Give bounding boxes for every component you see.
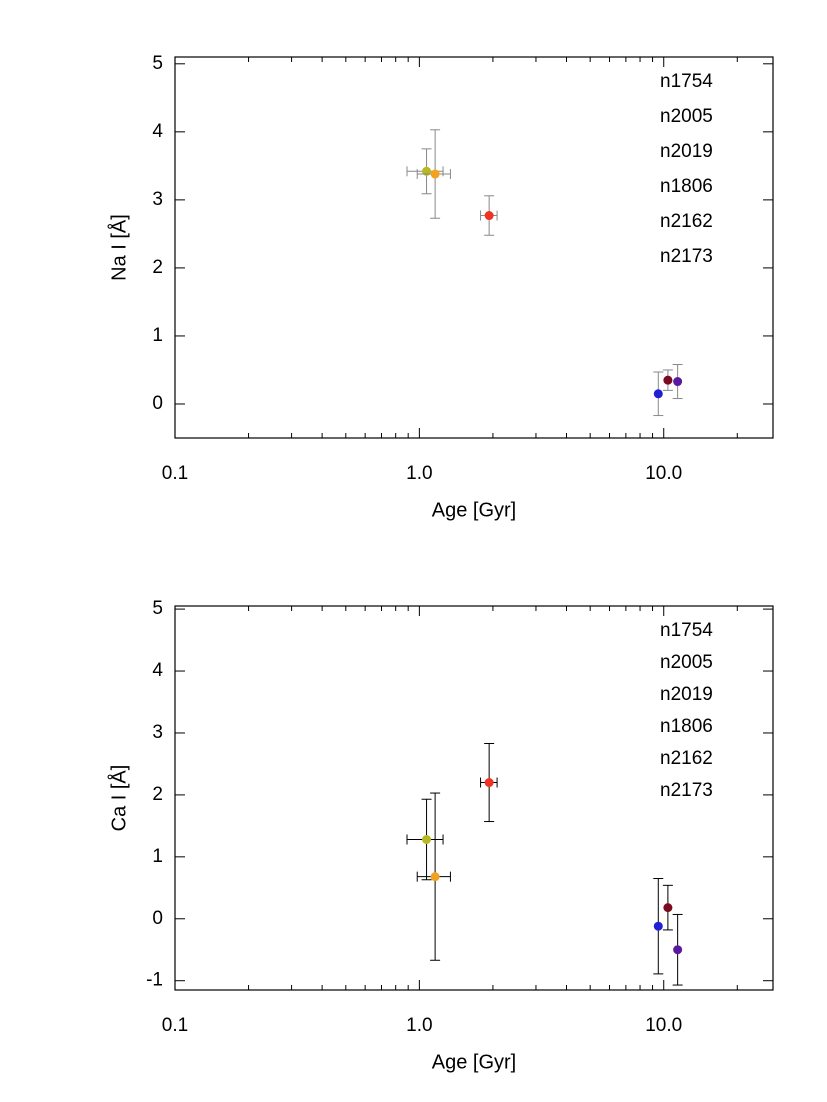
legend-entry: n2005 xyxy=(660,106,713,127)
legend-entry: n2162 xyxy=(660,211,713,232)
x-axis-label: Age [Gyr] xyxy=(432,499,516,521)
point xyxy=(430,169,440,179)
y-tick-label: 0 xyxy=(152,908,163,929)
y-axis-label: Na I [Å] xyxy=(107,214,130,281)
point xyxy=(673,377,683,387)
point xyxy=(653,921,663,931)
point xyxy=(422,834,432,844)
y-tick-label: 2 xyxy=(152,257,163,278)
point xyxy=(430,872,440,882)
point xyxy=(484,211,494,221)
legend-entry: n2173 xyxy=(660,246,713,267)
y-tick-label: 0 xyxy=(152,393,163,414)
legend-entry: n2162 xyxy=(660,748,713,769)
point xyxy=(663,375,673,385)
x-tick-label: 0.1 xyxy=(162,1015,188,1036)
legend-entry: n2005 xyxy=(660,652,713,673)
y-tick-label: -1 xyxy=(146,970,163,991)
y-tick-label: 3 xyxy=(152,722,163,743)
legend-entry: n2019 xyxy=(660,684,713,705)
y-tick-label: 2 xyxy=(152,784,163,805)
x-tick-label: 10.0 xyxy=(645,1015,682,1036)
plot-frame xyxy=(174,605,774,991)
y-tick-label: 4 xyxy=(152,660,163,681)
point xyxy=(484,778,494,788)
point xyxy=(653,389,663,399)
legend-entry: n1806 xyxy=(660,176,713,197)
legend-entry: n1754 xyxy=(660,620,713,641)
plot-frame xyxy=(174,56,774,439)
y-tick-label: 1 xyxy=(152,846,163,867)
y-tick-label: 4 xyxy=(152,121,163,142)
x-tick-label: 1.0 xyxy=(406,1015,432,1036)
y-axis-label: Ca I [Å] xyxy=(107,765,130,832)
x-axis-label: Age [Gyr] xyxy=(432,1051,516,1073)
y-tick-label: 1 xyxy=(152,325,163,346)
x-tick-label: 10.0 xyxy=(645,463,682,484)
y-tick-label: 5 xyxy=(152,53,163,74)
legend-entry: n2019 xyxy=(660,141,713,162)
point xyxy=(663,903,673,913)
legend-entry: n1806 xyxy=(660,716,713,737)
point xyxy=(673,945,683,955)
y-tick-label: 3 xyxy=(152,189,163,210)
y-tick-label: 5 xyxy=(152,598,163,619)
legend-entry: n2173 xyxy=(660,780,713,801)
legend-entry: n1754 xyxy=(660,71,713,92)
x-tick-label: 0.1 xyxy=(162,463,188,484)
x-tick-label: 1.0 xyxy=(406,463,432,484)
